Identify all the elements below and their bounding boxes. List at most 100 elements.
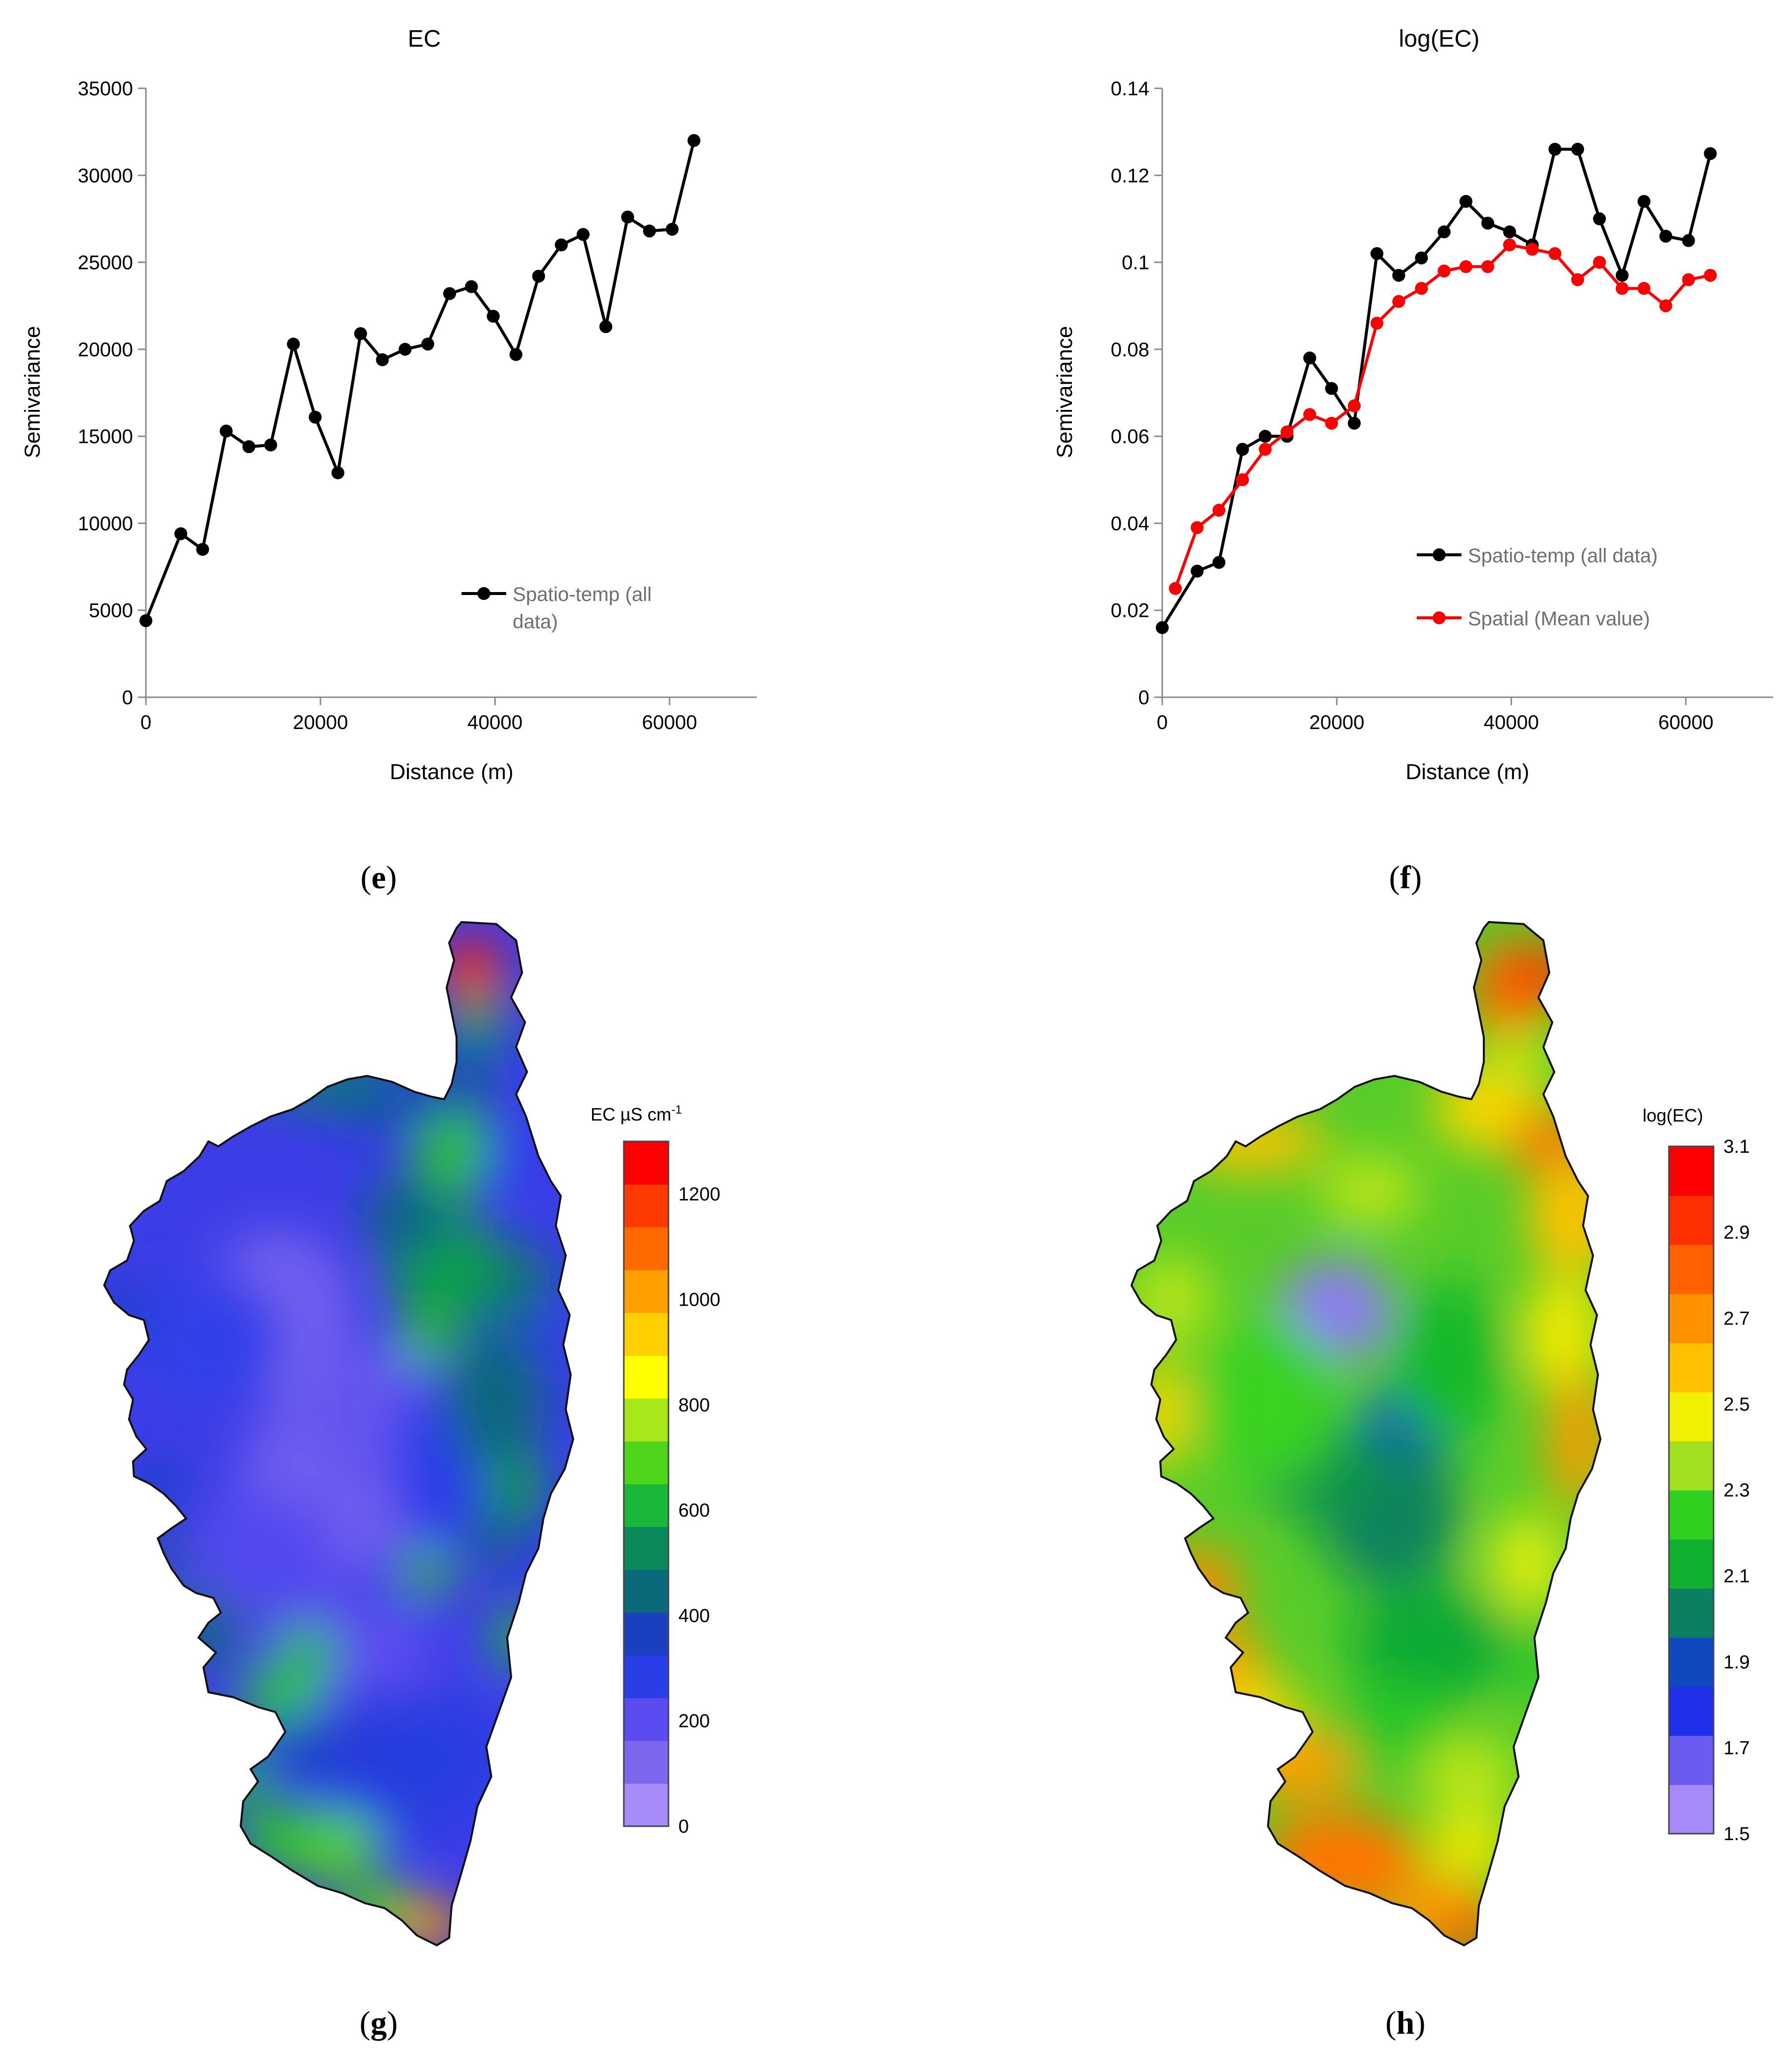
colorbar-band	[1669, 1490, 1714, 1540]
data-point	[1438, 265, 1451, 278]
field-patch	[1419, 1737, 1519, 1816]
field-patch	[1176, 1112, 1325, 1171]
field-patch	[397, 1315, 457, 1365]
map-ec-colorbar-bands	[624, 1141, 668, 1827]
data-point	[1704, 268, 1717, 282]
colorbar-band	[624, 1184, 668, 1228]
colorbar-band	[624, 1698, 668, 1741]
field-patch	[134, 1270, 283, 1409]
chart-ec-ylabel: Semivariance	[20, 326, 45, 459]
field-patch	[263, 1717, 352, 1777]
panel-g-open: (	[360, 2005, 371, 2041]
colorbar-band	[1669, 1686, 1714, 1736]
colorbar-band	[1669, 1785, 1714, 1834]
y-tick-label: 20000	[78, 339, 133, 361]
x-tick-label: 40000	[467, 712, 523, 733]
field-patch	[1528, 1156, 1600, 1275]
field-patch	[1196, 1677, 1305, 1767]
colorbar-band	[624, 1441, 668, 1484]
y-tick-label: 25000	[78, 252, 133, 274]
chart-ec-legend-label: Spatio-temp (all data)	[513, 584, 652, 633]
x-tick-label: 0	[140, 712, 151, 733]
data-point	[665, 222, 679, 236]
colorbar-band	[624, 1398, 668, 1442]
field-patch	[412, 1112, 501, 1191]
chart-logec: log(EC) 0 0.02 0.04 0.06 0.08 0.1 0.12 0.14 0 20…	[1053, 26, 1773, 784]
map-ec-colorbar-title: EC µS cm-1	[591, 1103, 682, 1125]
data-point	[1571, 273, 1585, 286]
map-logec-colorbar-bands	[1669, 1146, 1714, 1834]
y-tick-label: 0.12	[1111, 165, 1149, 187]
chart-logec-legend: Spatio-temp (all data) Spatial (Mean val…	[1417, 545, 1658, 630]
data-point	[1571, 142, 1585, 156]
colorbar-band	[624, 1313, 668, 1356]
x-tick-label: 60000	[1659, 712, 1714, 733]
data-point	[1325, 416, 1338, 430]
chart-logec-series	[1156, 142, 1717, 634]
data-point	[398, 342, 412, 356]
colorbar-band	[624, 1141, 668, 1185]
panel-f-letter: f	[1400, 860, 1411, 896]
data-point	[196, 543, 209, 556]
field-patch	[1429, 1916, 1509, 1945]
data-point	[555, 238, 568, 252]
data-point	[465, 280, 478, 293]
colorbar-band	[624, 1655, 668, 1699]
panel-h-close: )	[1414, 2005, 1425, 2041]
data-point	[643, 224, 656, 238]
colorbar-tick-label: 200	[678, 1711, 710, 1732]
map-ec-colorbar-title-sup: -1	[671, 1103, 682, 1117]
y-tick-label: 0.08	[1111, 339, 1149, 361]
y-tick-label: 30000	[78, 165, 133, 187]
data-point	[264, 438, 277, 452]
map-ec-colorbar-title-main: EC µS cm	[591, 1104, 671, 1125]
field-patch	[491, 1608, 541, 1667]
data-point	[1459, 195, 1472, 208]
colorbar-tick-label: 1.7	[1724, 1738, 1750, 1759]
colorbar-band	[1669, 1342, 1714, 1392]
chart-ec: EC 0 5000 10000 15000 20000 25000 30000 35000 0…	[20, 26, 757, 784]
data-point	[1459, 260, 1472, 273]
colorbar-tick-label: 1000	[678, 1289, 721, 1310]
field-patch	[1201, 1315, 1340, 1484]
x-tick-label: 60000	[642, 712, 697, 733]
data-point	[1236, 443, 1249, 456]
data-point	[1259, 443, 1272, 456]
field-patch	[248, 1060, 397, 1104]
y-tick-label: 0.1	[1122, 252, 1149, 274]
chart-ec-legend-marker	[477, 587, 490, 600]
panel-f-close: )	[1411, 860, 1422, 896]
colorbar-band	[1669, 1637, 1714, 1687]
map-ec-colorbar-frame	[623, 1140, 669, 1827]
chart-logec-legend-marker-1	[1433, 548, 1446, 561]
field-patch	[303, 1687, 501, 1836]
data-point	[1503, 238, 1516, 252]
map-ec: EC µS cm-1 0 200 400 600 800 1000 1200	[103, 921, 721, 1947]
colorbar-tick-label: 1.9	[1724, 1652, 1750, 1673]
colorbar-tick-label: 2.9	[1724, 1222, 1750, 1243]
field-patch	[129, 1593, 248, 1662]
colorbar-band	[1669, 1735, 1714, 1785]
colorbar-band	[1669, 1441, 1714, 1491]
map-ec-colorbar: EC µS cm-1 0 200 400 600 800 1000 1200	[591, 1103, 721, 1837]
data-point	[1637, 195, 1651, 208]
data-point	[1659, 229, 1672, 243]
data-point	[219, 424, 233, 438]
colorbar-band	[1669, 1195, 1714, 1245]
colorbar-tick-label: 800	[678, 1395, 710, 1416]
data-point	[309, 410, 322, 424]
data-point	[1236, 473, 1249, 486]
data-point	[687, 134, 701, 147]
y-tick-label: 0.14	[1111, 78, 1149, 100]
data-point	[1548, 247, 1562, 261]
data-point	[1370, 247, 1384, 261]
field-patch	[362, 1176, 452, 1256]
field-patch	[337, 1881, 417, 1940]
x-tick-label: 0	[1157, 712, 1168, 733]
colorbar-band	[1669, 1392, 1714, 1442]
data-point	[1659, 299, 1672, 313]
data-point	[1704, 147, 1717, 160]
data-point	[1191, 564, 1204, 578]
field-patch	[447, 1330, 546, 1469]
